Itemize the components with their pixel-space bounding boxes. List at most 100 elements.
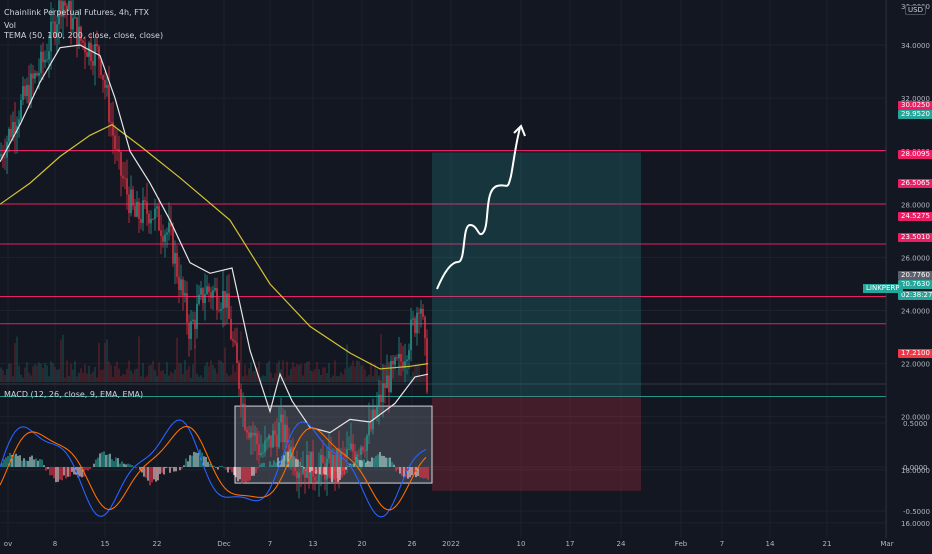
volume-bar [190,378,191,382]
macd-histogram-bar [67,467,68,477]
volume-bar [132,374,133,382]
candle-body [92,61,93,66]
macd-histogram-bar [53,467,54,478]
volume-bar [86,374,87,382]
macd-tick-label: 0.0000 [903,464,928,472]
candle-body [196,304,197,329]
volume-bar [170,372,171,382]
macd-histogram-bar [149,467,150,485]
candle-body [366,435,367,450]
price-tag: 02:38:27 [898,291,932,300]
candle-body [328,451,329,459]
volume-bar [350,365,351,382]
volume-bar [126,369,127,382]
candle-body [396,357,397,358]
volume-bar [16,337,17,382]
macd-histogram-bar [99,453,100,467]
macd-histogram-bar [101,452,102,467]
price-tag: 20.7630 [898,280,932,289]
macd-histogram-bar [299,462,300,467]
price-tick-label: 22.0000 [901,361,930,369]
volume-bar [88,366,89,382]
candle-body [426,338,427,391]
candle-body [294,467,295,471]
macd-histogram-bar [165,467,166,468]
macd-histogram-bar [251,467,252,476]
candle-body [380,395,381,402]
volume-bar [206,362,207,382]
volume-bar [182,374,183,382]
candle-body [370,423,371,430]
volume-bar [30,375,31,382]
volume-bar [356,360,357,382]
candle-body [160,230,161,236]
volume-bar [142,363,143,382]
volume-bar [128,361,129,382]
candle-body [38,73,39,76]
candle-body [130,189,131,213]
macd-histogram-bar [3,459,4,467]
volume-bar [192,364,193,382]
volume-bar [284,378,285,382]
volume-bar [94,367,95,382]
volume-bar [236,365,237,382]
macd-histogram-bar [161,467,162,473]
time-tick-label: 10 [517,540,526,548]
candle-body [12,122,13,137]
macd-histogram-bar [61,467,62,480]
volume-bar [74,361,75,382]
volume-bar [92,371,93,382]
macd-histogram-bar [153,467,154,479]
macd-histogram-bar [399,467,400,474]
volume-bar [240,331,241,382]
macd-histogram-bar [15,454,16,467]
volume-bar [124,374,125,382]
volume-bar [320,375,321,382]
macd-histogram-bar [139,467,140,470]
candle-body [220,309,221,311]
price-tag: 26.5065 [898,179,932,188]
volume-bar [150,365,151,382]
macd-histogram-bar [319,467,320,474]
volume-bar [44,363,45,382]
candle-body [52,22,53,23]
volume-bar [122,374,123,382]
macd-histogram-bar [305,467,306,471]
time-tick-label: ov [4,540,12,548]
macd-histogram-bar [183,465,184,467]
volume-bar [380,334,381,382]
candle-body [34,73,35,79]
candle-body [422,309,423,317]
macd-histogram-bar [325,467,326,475]
macd-histogram-bar [313,467,314,473]
candle-body [64,1,65,5]
volume-bar [292,362,293,382]
macd-histogram-bar [227,467,228,472]
macd-histogram-bar [269,461,270,467]
macd-histogram-bar [41,460,42,467]
candle-body [248,432,249,437]
macd-histogram-bar [237,467,238,481]
candle-body [226,293,227,307]
candle-body [390,361,391,392]
candle-body [90,43,91,61]
currency-badge[interactable]: USD [905,5,926,15]
volume-bar [148,366,149,382]
candle-body [282,415,283,443]
macd-histogram-bar [389,458,390,467]
candle-body [358,455,359,456]
candle-body [284,425,285,442]
volume-bar [68,376,69,382]
volume-bar [36,366,37,382]
candle-body [190,321,191,339]
volume-bar [114,366,115,382]
volume-bar [164,374,165,382]
volume-bar [226,374,227,382]
macd-histogram-bar [397,467,398,469]
volume-bar [176,338,177,382]
volume-bar [416,365,417,382]
volume-bar [188,366,189,382]
macd-histogram-bar [383,456,384,467]
volume-bar [268,361,269,382]
